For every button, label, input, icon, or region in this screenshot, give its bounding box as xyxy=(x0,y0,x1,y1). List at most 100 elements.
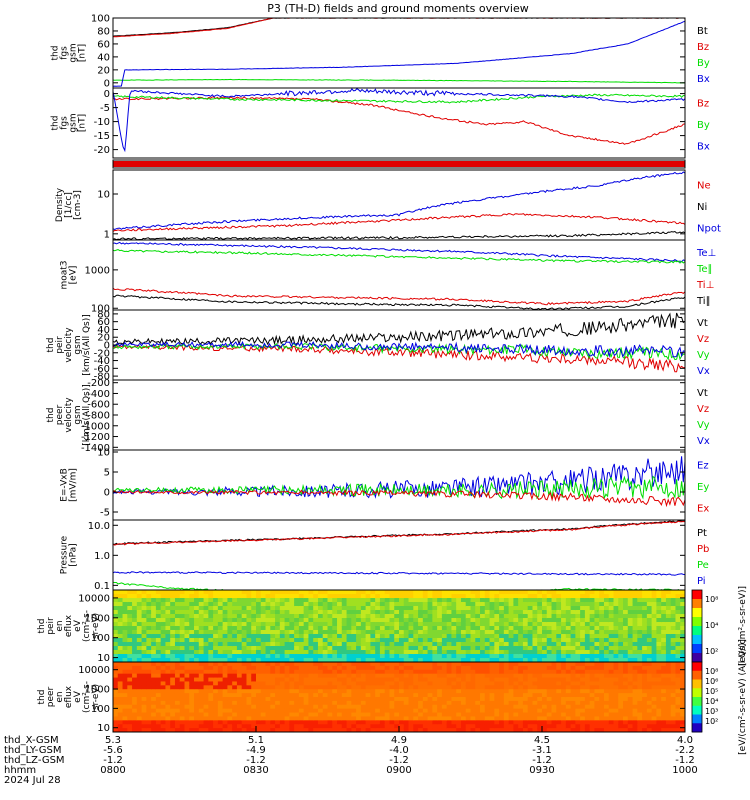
spectrogram-cell xyxy=(637,720,643,725)
spectrogram-cell xyxy=(289,654,295,659)
spectrogram-cell xyxy=(127,650,133,655)
spectrogram-cell xyxy=(470,594,476,599)
series-line-Bx xyxy=(113,88,685,153)
spectrogram-cell xyxy=(580,716,586,721)
spectrogram-cell xyxy=(665,712,672,718)
spectrogram-cell xyxy=(594,654,600,659)
spectrogram-cell xyxy=(122,658,128,662)
spectrogram-cell xyxy=(179,673,186,679)
spectrogram-cell xyxy=(651,590,657,595)
spectrogram-cell xyxy=(256,650,262,655)
spectrogram-cell xyxy=(670,630,677,635)
spectrogram-cell xyxy=(294,720,300,725)
spectrogram-cell xyxy=(456,630,462,635)
spectrogram-cell xyxy=(451,669,457,675)
spectrogram-cell xyxy=(637,634,643,639)
spectrogram-cell xyxy=(194,606,200,611)
spectrogram-cell xyxy=(122,681,128,686)
spectrogram-cell xyxy=(275,669,281,675)
spectrogram-cell xyxy=(379,681,386,686)
spectrogram-cell xyxy=(494,634,500,639)
spectrogram-cell xyxy=(580,681,586,686)
spectrogram-cell xyxy=(389,700,395,706)
spectrogram-cell xyxy=(403,700,410,706)
spectrogram-cell xyxy=(599,677,605,683)
spectrogram-cell xyxy=(294,665,300,671)
spectrogram-cell xyxy=(451,697,457,702)
spectrogram-cell xyxy=(632,708,638,714)
spectrogram-cell xyxy=(642,658,648,662)
spectrogram-cell xyxy=(256,646,262,651)
spectrogram-cell xyxy=(446,638,453,643)
x-tick-label: 5.1 xyxy=(248,735,264,746)
spectrogram-cell xyxy=(246,614,252,619)
spectrogram-cell xyxy=(113,658,119,662)
spectrogram-cell xyxy=(542,716,548,721)
spectrogram-cell xyxy=(427,658,433,662)
spectrogram-cell xyxy=(379,708,386,714)
spectrogram-cell xyxy=(637,622,643,627)
spectrogram-cell xyxy=(508,673,514,679)
spectrogram-cell xyxy=(646,642,653,647)
spectrogram-cell xyxy=(646,630,653,635)
spectrogram-cell xyxy=(375,693,381,698)
spectrogram-cell xyxy=(446,685,453,690)
spectrogram-cell xyxy=(665,598,672,603)
spectrogram-cell xyxy=(313,606,319,611)
spectrogram-cell xyxy=(656,689,662,694)
spectrogram-cell xyxy=(260,646,267,651)
spectrogram-cell xyxy=(670,685,677,690)
spectrogram-cell xyxy=(608,681,615,686)
spectrogram-cell xyxy=(446,630,453,635)
spectrogram-cell xyxy=(613,650,619,655)
spectrogram-cell xyxy=(232,689,238,694)
spectrogram-cell xyxy=(537,598,543,603)
spectrogram-cell xyxy=(656,669,662,675)
spectrogram-cell xyxy=(494,693,500,698)
spectrogram-cell xyxy=(656,650,662,655)
spectrogram-cell xyxy=(127,638,133,643)
spectrogram-cell xyxy=(375,634,381,639)
spectrogram-cell xyxy=(389,598,395,603)
spectrogram-cell xyxy=(542,606,548,611)
spectrogram-cell xyxy=(303,654,310,659)
spectrogram-cell xyxy=(618,622,624,627)
spectrogram-cell xyxy=(122,646,128,651)
spectrogram-cell xyxy=(456,708,462,714)
spectrogram-cell xyxy=(503,618,510,623)
spectrogram-cell xyxy=(298,658,305,662)
spectrogram-cell xyxy=(256,716,262,721)
spectrogram-cell xyxy=(670,669,677,675)
spectrogram-cell xyxy=(113,614,119,619)
spectrogram-cell xyxy=(217,665,224,671)
spectrogram-cell xyxy=(222,618,228,623)
spectrogram-cell xyxy=(594,677,600,683)
spectrogram-cell xyxy=(332,697,338,702)
spectrogram-cell xyxy=(136,646,143,651)
spectrogram-cell xyxy=(279,634,286,639)
spectrogram-cell xyxy=(155,622,162,627)
spectrogram-cell xyxy=(670,634,677,639)
spectrogram-cell xyxy=(341,693,348,698)
spectrogram-cell xyxy=(527,650,534,655)
spectrogram-cell xyxy=(656,590,662,595)
spectrogram-cell xyxy=(408,646,414,651)
spectrogram-cell xyxy=(575,693,581,698)
spectrogram-cell xyxy=(194,622,200,627)
spectrogram-cell xyxy=(527,618,534,623)
spectrogram-cell xyxy=(575,658,581,662)
spectrogram-cell xyxy=(294,669,300,675)
spectrogram-cell xyxy=(337,669,343,675)
spectrogram-cell xyxy=(623,590,629,595)
spectrogram-cell xyxy=(270,662,276,667)
spectrogram-cell xyxy=(341,665,348,671)
spectrogram-cell xyxy=(546,669,553,675)
spectrogram-cell xyxy=(360,610,367,615)
spectrogram-cell xyxy=(284,704,290,710)
spectrogram-cell xyxy=(246,673,252,679)
spectrogram-cell xyxy=(508,669,514,675)
y-axis-label-line: E=-VxB xyxy=(60,468,70,502)
spectrogram-cell xyxy=(322,606,329,611)
spectrogram-cell xyxy=(251,673,257,679)
spectrogram-cell xyxy=(437,720,443,725)
